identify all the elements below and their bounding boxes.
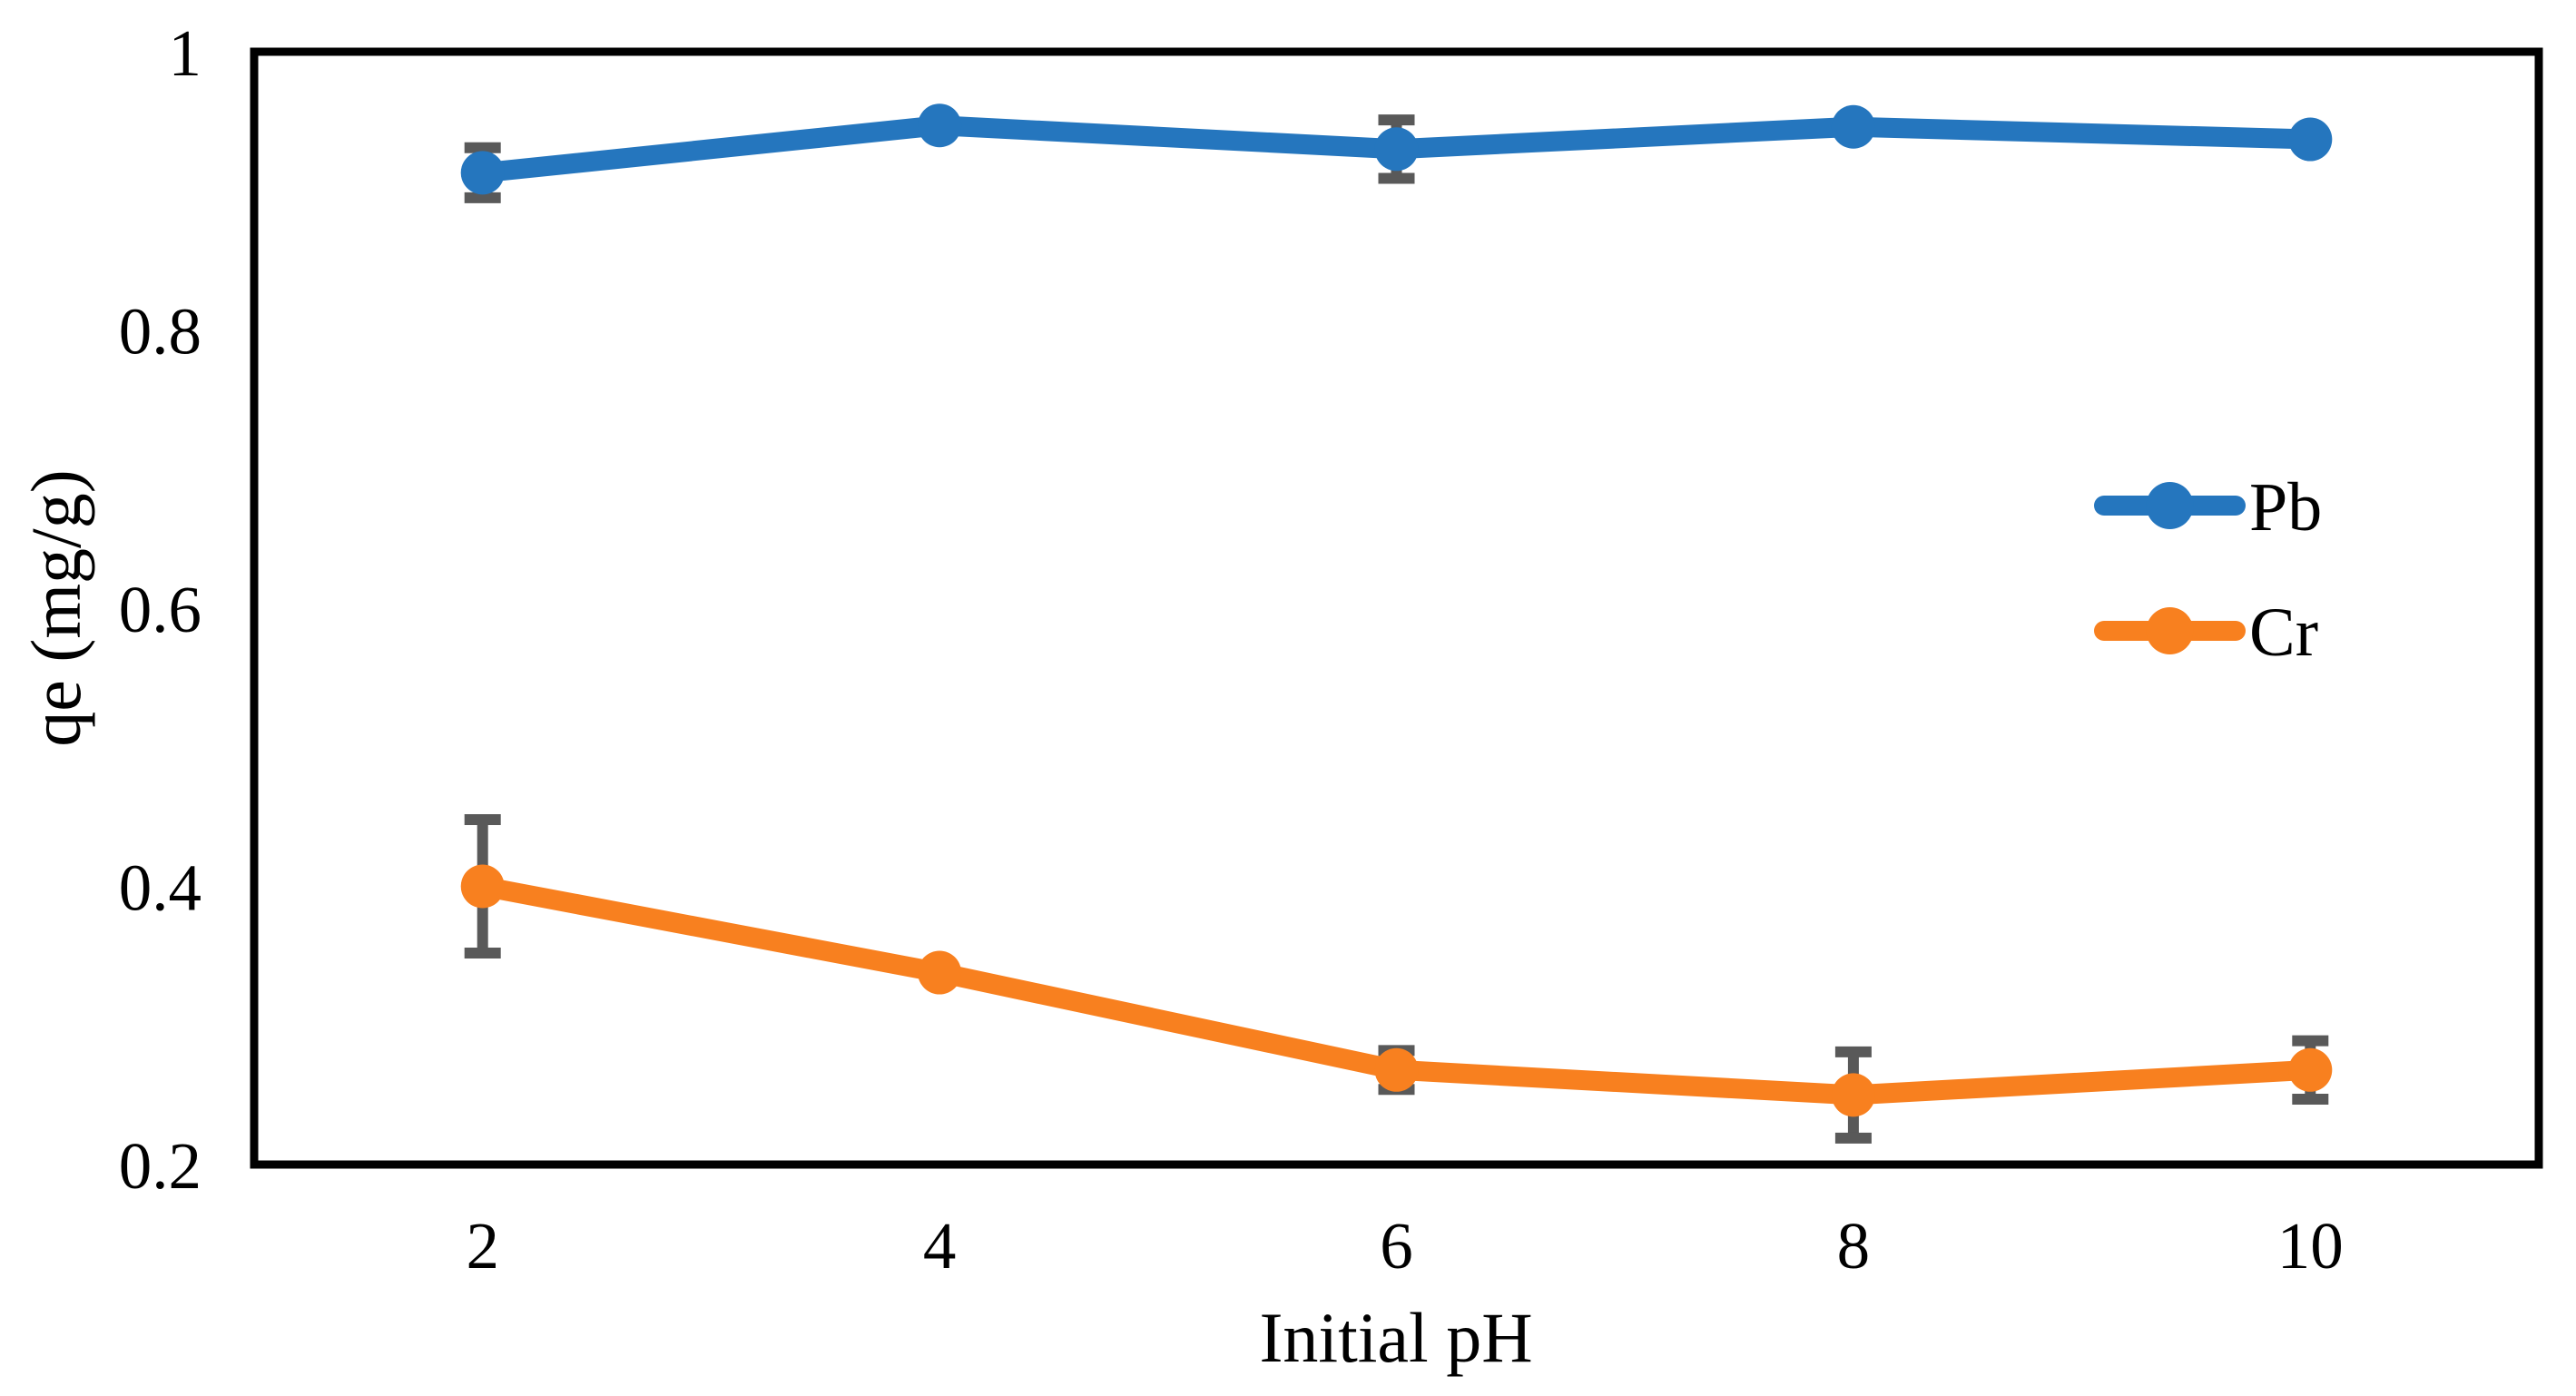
y-tick-label: 0.8 [119, 295, 202, 369]
y-tick-label: 1 [169, 16, 202, 90]
series-markers-layer [460, 103, 2333, 1117]
x-tick-label: 6 [1380, 1209, 1413, 1283]
y-tick-label: 0.4 [119, 851, 202, 925]
legend-item-pb: Pb [2094, 469, 2322, 546]
marker-cr [460, 864, 505, 909]
y-tick-label: 0.2 [119, 1129, 202, 1203]
marker-cr [2288, 1047, 2333, 1092]
marker-cr [1374, 1047, 1419, 1092]
y-axis-title: qe (mg/g) [16, 469, 95, 746]
marker-pb [1374, 127, 1419, 172]
legend: Pb Cr [2094, 469, 2322, 671]
x-tick-label: 2 [466, 1209, 499, 1283]
x-axis-title: Initial pH [1259, 1298, 1532, 1377]
legend-marker-cr [2146, 607, 2194, 654]
y-axis-tick-labels: 0.2 0.4 0.6 0.8 1 [119, 16, 202, 1203]
legend-marker-pb [2146, 482, 2194, 529]
x-tick-label: 4 [923, 1209, 957, 1283]
marker-pb [918, 103, 962, 148]
legend-label-cr: Cr [2249, 595, 2318, 671]
marker-cr [918, 950, 962, 995]
x-tick-label: 10 [2277, 1209, 2344, 1283]
marker-cr [1831, 1073, 1875, 1117]
marker-pb [2288, 117, 2333, 162]
legend-label-pb: Pb [2249, 469, 2322, 546]
x-tick-label: 8 [1837, 1209, 1871, 1283]
legend-item-cr: Cr [2094, 595, 2318, 671]
y-tick-label: 0.6 [119, 573, 202, 646]
marker-pb [1831, 104, 1875, 149]
plot-border [250, 47, 2543, 1169]
x-axis-tick-labels: 2 4 6 8 10 [466, 1209, 2343, 1283]
marker-pb [460, 151, 505, 195]
